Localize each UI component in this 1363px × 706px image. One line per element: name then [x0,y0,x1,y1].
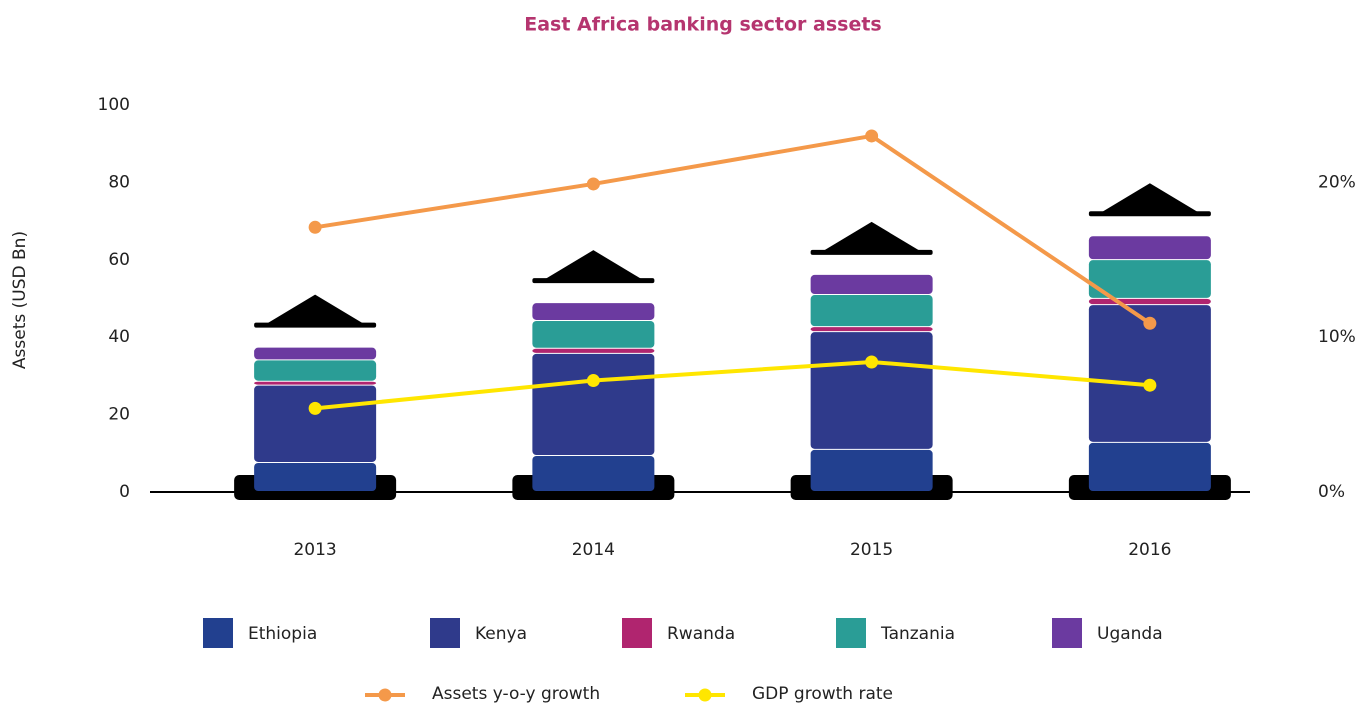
line [314,359,1151,411]
bar-segment [532,303,655,320]
bar-segment [1088,442,1211,491]
x-tick-label: 2015 [850,540,893,560]
bar-segment [1088,260,1211,298]
pillar-roof [543,250,644,281]
bar-segment [532,320,655,348]
bar-segment [532,456,655,491]
bar-segment [810,295,933,327]
bar-segment [254,462,377,491]
pillar-roof [265,294,366,325]
line-point [865,129,879,143]
y-tick-label: 60 [108,250,130,270]
legend-swatch [203,618,233,648]
bar-segment [1088,305,1211,442]
bar-segment [810,274,933,295]
bar-segment [810,449,933,491]
legend-swatch [1052,618,1082,648]
y-tick-label: 20 [108,405,130,425]
legend-swatch [430,618,460,648]
bar-segment [810,327,933,332]
bar-segment [254,381,377,385]
legend-label: Uganda [1097,624,1163,644]
legend-marker [378,688,392,702]
line-point [586,177,600,191]
line-point [1143,378,1157,392]
line-point [865,355,879,369]
bar-segment [254,385,377,462]
x-tick-label: 2016 [1128,540,1171,560]
y-tick-label: 0 [119,482,130,502]
legend-swatch [622,618,652,648]
pillar-roof [821,221,922,252]
line-point [1143,316,1157,330]
legend-label: Kenya [475,624,527,644]
y2-tick-label: 10% [1318,327,1356,347]
line [314,133,1151,325]
bar-segment [254,347,377,360]
line-point [308,401,322,415]
legend-label: Assets y-o-y growth [432,684,600,704]
y2-tick-label: 0% [1318,482,1345,502]
y-tick-label: 100 [98,95,130,115]
y-tick-label: 40 [108,327,130,347]
bar-segment [254,360,377,381]
legend-label: Ethiopia [248,624,317,644]
legend-label: Tanzania [880,624,955,644]
chart-title: East Africa banking sector assets [524,14,882,36]
bar-segment [1088,236,1211,260]
y-axis-label: Assets (USD Bn) [10,231,30,369]
legend-marker [698,688,712,702]
y-tick-label: 80 [108,172,130,192]
y2-tick-label: 20% [1318,172,1356,192]
legend-swatch [836,618,866,648]
bar-segment [532,348,655,353]
pillar-roof [1099,183,1200,214]
x-tick-label: 2014 [572,540,615,560]
line-point [308,220,322,234]
legend-label: Rwanda [667,624,735,644]
line-point [586,374,600,388]
legend-label: GDP growth rate [752,684,893,704]
bar-segment [532,353,655,456]
bar-segment [810,332,933,449]
bar-segment [1088,298,1211,305]
x-tick-label: 2013 [293,540,336,560]
